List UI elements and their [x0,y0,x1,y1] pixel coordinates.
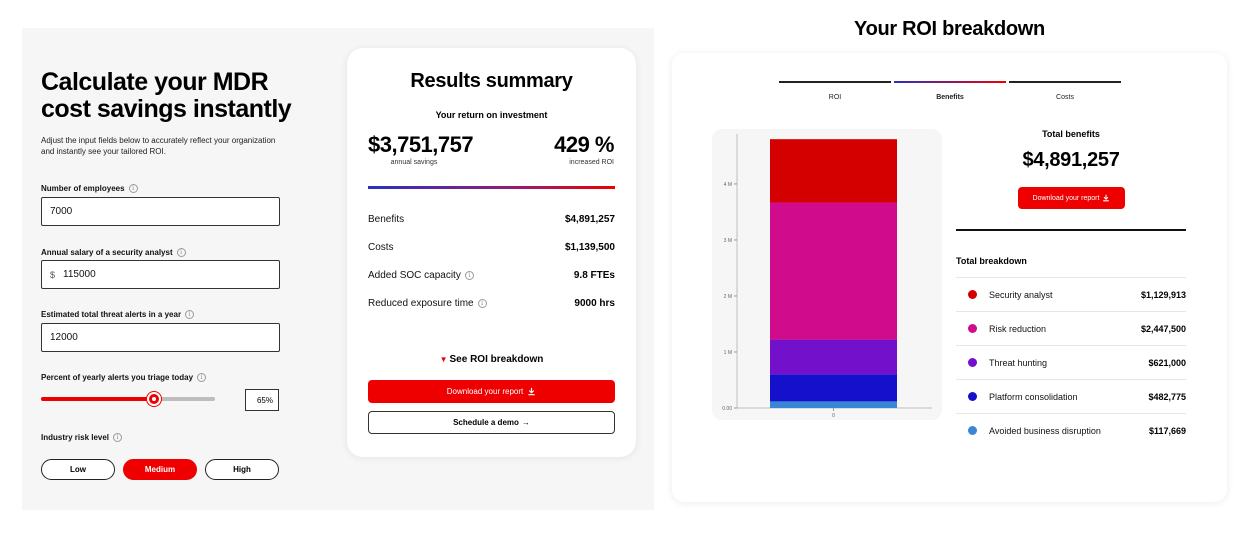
calculator-title: Calculate your MDR cost savings instantl… [41,68,292,123]
results-title: Results summary [410,70,573,92]
triage-label: Percent of yearly alerts you triage toda… [41,373,207,382]
bar-segment [770,139,897,203]
download-report-button[interactable]: Download your report [368,380,615,403]
results-subtitle: Your return on investment [435,110,548,120]
bar-segment [770,374,897,402]
metric-costs: Costs $1,139,500 [368,242,615,253]
breakdown-value: $482,775 [1148,391,1186,402]
info-icon[interactable]: i [477,299,487,308]
triage-slider-thumb[interactable] [147,392,162,406]
x-tick-label: 0 [832,413,835,419]
y-tick-label: 1 M [724,350,732,356]
breakdown-label: Security analyst [989,289,1053,300]
benefits-chart: 0.00 1 M 2 M 3 M 4 M 0 [712,129,942,420]
breakdown-value: $1,129,913 [1140,289,1186,300]
employees-input[interactable]: 7000 [41,197,280,226]
gradient-divider [368,186,615,189]
roi-value: 429 % [554,132,614,157]
total-benefits-value: $4,891,257 [1022,149,1120,171]
roi-caption: increased ROI [569,159,614,166]
info-icon[interactable]: i [113,433,123,442]
triage-percent-input[interactable]: 65% [245,389,279,411]
download-report-button[interactable]: Download your report [1018,187,1125,209]
risk-medium-button[interactable]: Medium [123,459,197,480]
salary-input[interactable]: $ 115000 [41,260,280,289]
results-summary-card: Results summary Your return on investmen… [347,48,636,457]
y-tick-label: 2 M [724,294,732,300]
legend-dot [968,426,977,435]
bar-segment [770,401,897,408]
breakdown-value: $117,669 [1148,425,1186,436]
legend-dot [968,324,977,333]
breakdown-label: Platform consolidation [989,391,1078,402]
alerts-label: Estimated total threat alerts in a year … [41,310,195,319]
stacked-bar-chart: 0.00 1 M 2 M 3 M 4 M 0 [722,134,932,419]
breakdown-row: Avoided business disruption $117,669 [956,413,1186,447]
legend-dot [968,290,977,299]
alerts-input[interactable]: 12000 [41,323,280,352]
breakdown-row: Risk reduction $2,447,500 [956,311,1186,345]
download-icon [1103,194,1110,202]
info-icon[interactable]: i [185,310,195,319]
salary-label: Annual salary of a security analyst i [41,248,186,257]
risk-high-button[interactable]: High [205,459,279,480]
info-icon[interactable]: i [197,373,207,382]
breakdown-row: Security analyst $1,129,913 [956,277,1186,311]
employees-label: Number of employees i [41,184,138,193]
download-icon [528,387,535,396]
legend-dot [968,358,977,367]
risk-low-button[interactable]: Low [41,459,115,480]
total-breakdown-title: Total breakdown [956,256,1027,266]
info-icon[interactable]: i [128,184,138,193]
breakdown-value: $2,447,500 [1140,323,1186,334]
breakdown-heading: Your ROI breakdown [854,18,1045,40]
tab-roi[interactable]: ROI [779,81,891,101]
breakdown-row: Threat hunting $621,000 [956,345,1186,379]
metric-benefits: Benefits $4,891,257 [368,214,615,225]
breakdown-row: Platform consolidation $482,775 [956,379,1186,413]
breakdown-label: Risk reduction [989,323,1047,334]
see-roi-breakdown-link[interactable]: ▼ See ROI breakdown [439,354,544,365]
breakdown-label: Avoided business disruption [989,425,1101,436]
currency-prefix: $ [50,269,56,280]
breakdown-value: $621,000 [1148,357,1186,368]
metric-soc-capacity: Added SOC capacity i 9.8 FTEs [368,270,615,281]
legend-dot [968,392,977,401]
annual-savings-value: $3,751,757 [368,132,474,157]
chevron-down-icon: ▼ [439,355,448,364]
info-icon[interactable]: i [176,248,186,257]
triage-slider[interactable] [41,392,215,406]
metric-exposure-time: Reduced exposure time i 9000 hrs [368,298,615,309]
tab-costs[interactable]: Costs [1009,81,1121,101]
roi-breakdown-card: ROI Benefits Costs 0.00 1 M 2 M 3 M 4 M 0 Tot… [672,53,1227,502]
breakdown-label: Threat hunting [989,357,1048,368]
annual-savings-caption: annual savings [390,159,438,166]
calculator-description: Adjust the input fields below to accurat… [41,136,276,156]
y-tick-label: 3 M [724,238,732,244]
bar-segment [770,339,897,375]
bar-segment [770,202,897,340]
info-icon[interactable]: i [464,271,474,280]
y-tick-label: 4 M [724,182,732,188]
total-benefits-title: Total benefits [1042,129,1100,139]
arrow-right-icon: → [521,418,530,427]
tab-benefits[interactable]: Benefits [894,81,1006,101]
y-tick-label: 0.00 [722,406,732,412]
triage-slider-fill [41,397,155,401]
schedule-demo-button[interactable]: Schedule a demo → [368,411,615,434]
risk-level-label: Industry risk level i [41,433,123,442]
breakdown-divider [956,229,1186,231]
